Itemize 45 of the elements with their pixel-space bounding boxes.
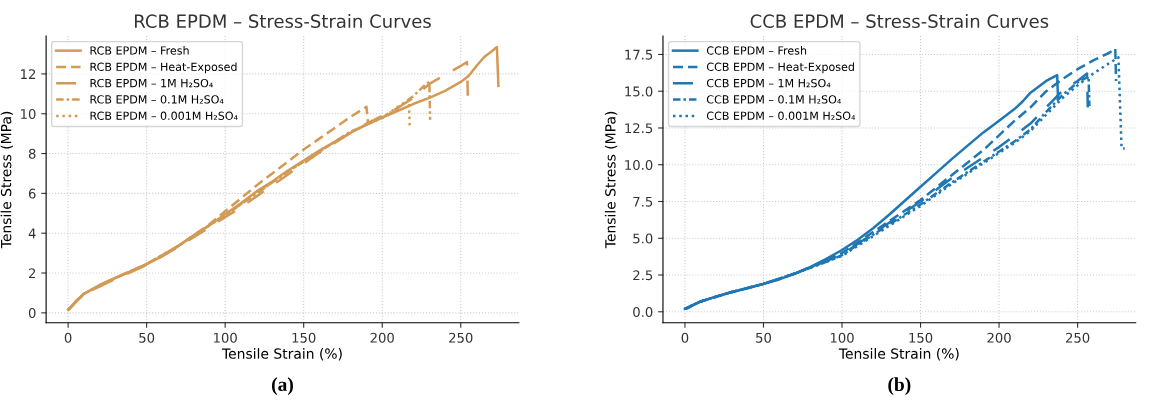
x-axis-title: Tensile Strain (%): [221, 348, 342, 361]
y-tick-label: 7.5: [633, 196, 653, 207]
x-tick-label: 50: [756, 332, 772, 343]
x-tick-label: 0: [64, 332, 72, 343]
y-tick-label: 6: [28, 188, 36, 199]
x-tick-label: 0: [681, 332, 689, 343]
legend-label: RCB EPDM – 0.1M H₂SO₄: [90, 95, 224, 104]
legend-label: RCB EPDM – 0.001M H₂SO₄: [90, 111, 238, 120]
x-tick-label: 250: [449, 332, 473, 343]
y-tick-label: 2.5: [633, 270, 653, 281]
x-tick-label: 200: [987, 332, 1011, 343]
x-tick-label: 150: [292, 332, 316, 343]
legend-label: CCB EPDM – 1M H₂SO₄: [706, 78, 831, 88]
y-tick-label: 2: [28, 268, 36, 279]
y-tick-label: 10: [21, 108, 36, 119]
legend-label: RCB EPDM – Fresh: [90, 46, 189, 55]
y-tick-label: 0: [28, 308, 36, 319]
y-tick-label: 8: [28, 148, 36, 159]
legend-label: CCB EPDM – 0.1M H₂SO₄: [706, 95, 841, 104]
y-tick-label: 12: [21, 69, 36, 79]
y-tick-label: 17.5: [625, 49, 653, 60]
y-tick-label: 5.0: [633, 233, 653, 244]
y-axis-title: Tensile Stress (MPa): [0, 111, 13, 249]
y-tick-label: 12.5: [625, 123, 653, 134]
text: (a): [272, 377, 293, 395]
x-tick-label: 100: [830, 332, 854, 343]
x-tick-label: 150: [909, 332, 933, 343]
x-tick-label: 50: [139, 332, 155, 343]
x-tick-label: 250: [1065, 332, 1090, 343]
legend-label: RCB EPDM – 1M H₂SO₄: [90, 78, 213, 88]
legend-label: RCB EPDM – Heat-Exposed: [90, 62, 237, 74]
legend-label: CCB EPDM – 0.001M H₂SO₄: [706, 111, 856, 120]
y-tick-label: 4: [28, 228, 36, 239]
x-tick-label: 100: [214, 332, 237, 343]
chart-title: RCB EPDM – Stress-Strain Curves: [134, 14, 431, 29]
x-axis-title: Tensile Strain (%): [838, 348, 959, 361]
legend-label: CCB EPDM – Fresh: [706, 46, 807, 55]
text: (b): [888, 377, 911, 395]
y-tick-label: 0.0: [633, 307, 653, 317]
chart-title: CCB EPDM – Stress-Strain Curves: [750, 14, 1049, 29]
legend-label: CCB EPDM – Heat-Exposed: [706, 62, 854, 74]
x-tick-label: 200: [370, 332, 394, 343]
y-tick-label: 10.0: [625, 159, 653, 170]
y-axis-title: Tensile Stress (MPa): [604, 111, 618, 249]
y-tick-label: 15.0: [625, 86, 653, 97]
